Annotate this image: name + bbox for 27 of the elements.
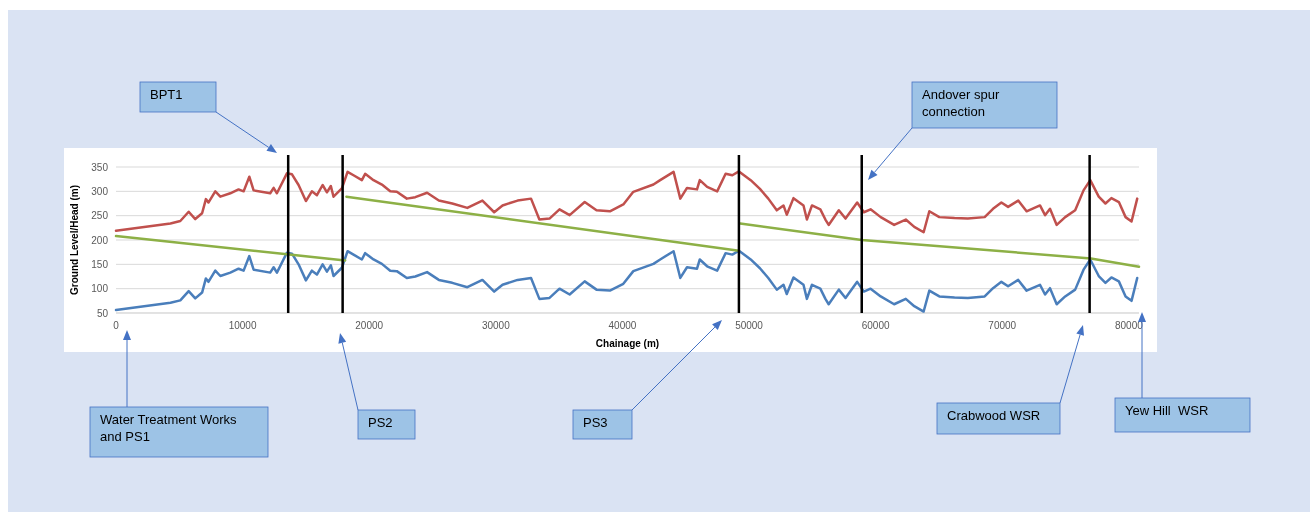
text: Crabwood WSR xyxy=(947,408,1041,423)
x-tick-label: 70000 xyxy=(988,320,1017,331)
text: Yew Hill WSR xyxy=(1125,403,1209,418)
x-tick-label: 20000 xyxy=(355,320,384,331)
text: Water Treatment Works and PS1 xyxy=(100,412,238,444)
y-tick-label: 350 xyxy=(91,161,109,173)
text: BPT1 xyxy=(150,87,183,102)
text: Andover spur connection xyxy=(922,87,1000,119)
text: PS2 xyxy=(368,415,393,430)
y-tick-label: 150 xyxy=(91,258,109,270)
x-tick-label: 50000 xyxy=(735,320,764,331)
line-series xyxy=(114,249,1139,313)
y-tick-label: 200 xyxy=(91,234,109,246)
y-tick-label: 100 xyxy=(91,283,109,295)
x-tick-label: 0 xyxy=(113,320,120,331)
x-tick-label: 10000 xyxy=(228,320,257,331)
x-tick-label: 40000 xyxy=(608,320,637,331)
y-tick-label: 300 xyxy=(91,185,109,197)
y-axis-title: Ground Level/Head (m) xyxy=(69,184,80,296)
x-tick-label: 30000 xyxy=(481,320,511,331)
text: PS3 xyxy=(583,415,608,430)
y-tick-label: 50 xyxy=(96,307,109,319)
x-tick-label: 60000 xyxy=(861,320,890,331)
x-tick-label: 80000 xyxy=(1114,320,1144,331)
x-axis-title: Chainage (m) xyxy=(595,338,660,349)
y-tick-label: 250 xyxy=(91,210,109,222)
line-series xyxy=(114,170,1139,234)
